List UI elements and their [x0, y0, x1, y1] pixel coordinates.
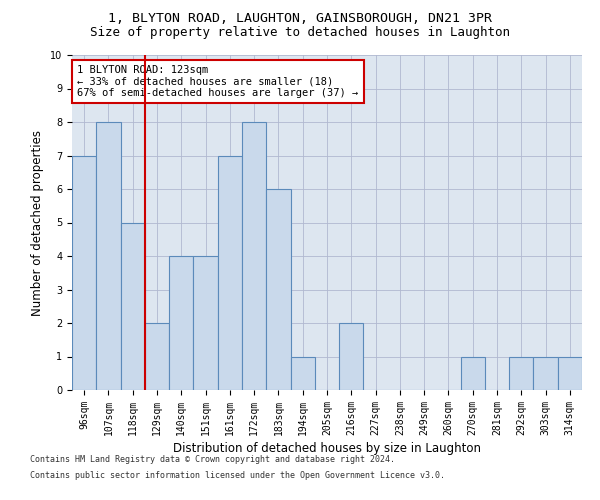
Bar: [290, 356, 315, 390]
Bar: [509, 356, 533, 390]
Bar: [266, 189, 290, 390]
Text: Contains HM Land Registry data © Crown copyright and database right 2024.: Contains HM Land Registry data © Crown c…: [30, 456, 395, 464]
X-axis label: Distribution of detached houses by size in Laughton: Distribution of detached houses by size …: [173, 442, 481, 455]
Bar: [72, 156, 96, 390]
Bar: [96, 122, 121, 390]
Bar: [558, 356, 582, 390]
Bar: [461, 356, 485, 390]
Bar: [218, 156, 242, 390]
Text: 1, BLYTON ROAD, LAUGHTON, GAINSBOROUGH, DN21 3PR: 1, BLYTON ROAD, LAUGHTON, GAINSBOROUGH, …: [108, 12, 492, 26]
Text: Size of property relative to detached houses in Laughton: Size of property relative to detached ho…: [90, 26, 510, 39]
Text: 1 BLYTON ROAD: 123sqm
← 33% of detached houses are smaller (18)
67% of semi-deta: 1 BLYTON ROAD: 123sqm ← 33% of detached …: [77, 65, 358, 98]
Bar: [169, 256, 193, 390]
Text: Contains public sector information licensed under the Open Government Licence v3: Contains public sector information licen…: [30, 470, 445, 480]
Bar: [339, 323, 364, 390]
Bar: [533, 356, 558, 390]
Bar: [121, 222, 145, 390]
Bar: [193, 256, 218, 390]
Bar: [145, 323, 169, 390]
Bar: [242, 122, 266, 390]
Y-axis label: Number of detached properties: Number of detached properties: [31, 130, 44, 316]
